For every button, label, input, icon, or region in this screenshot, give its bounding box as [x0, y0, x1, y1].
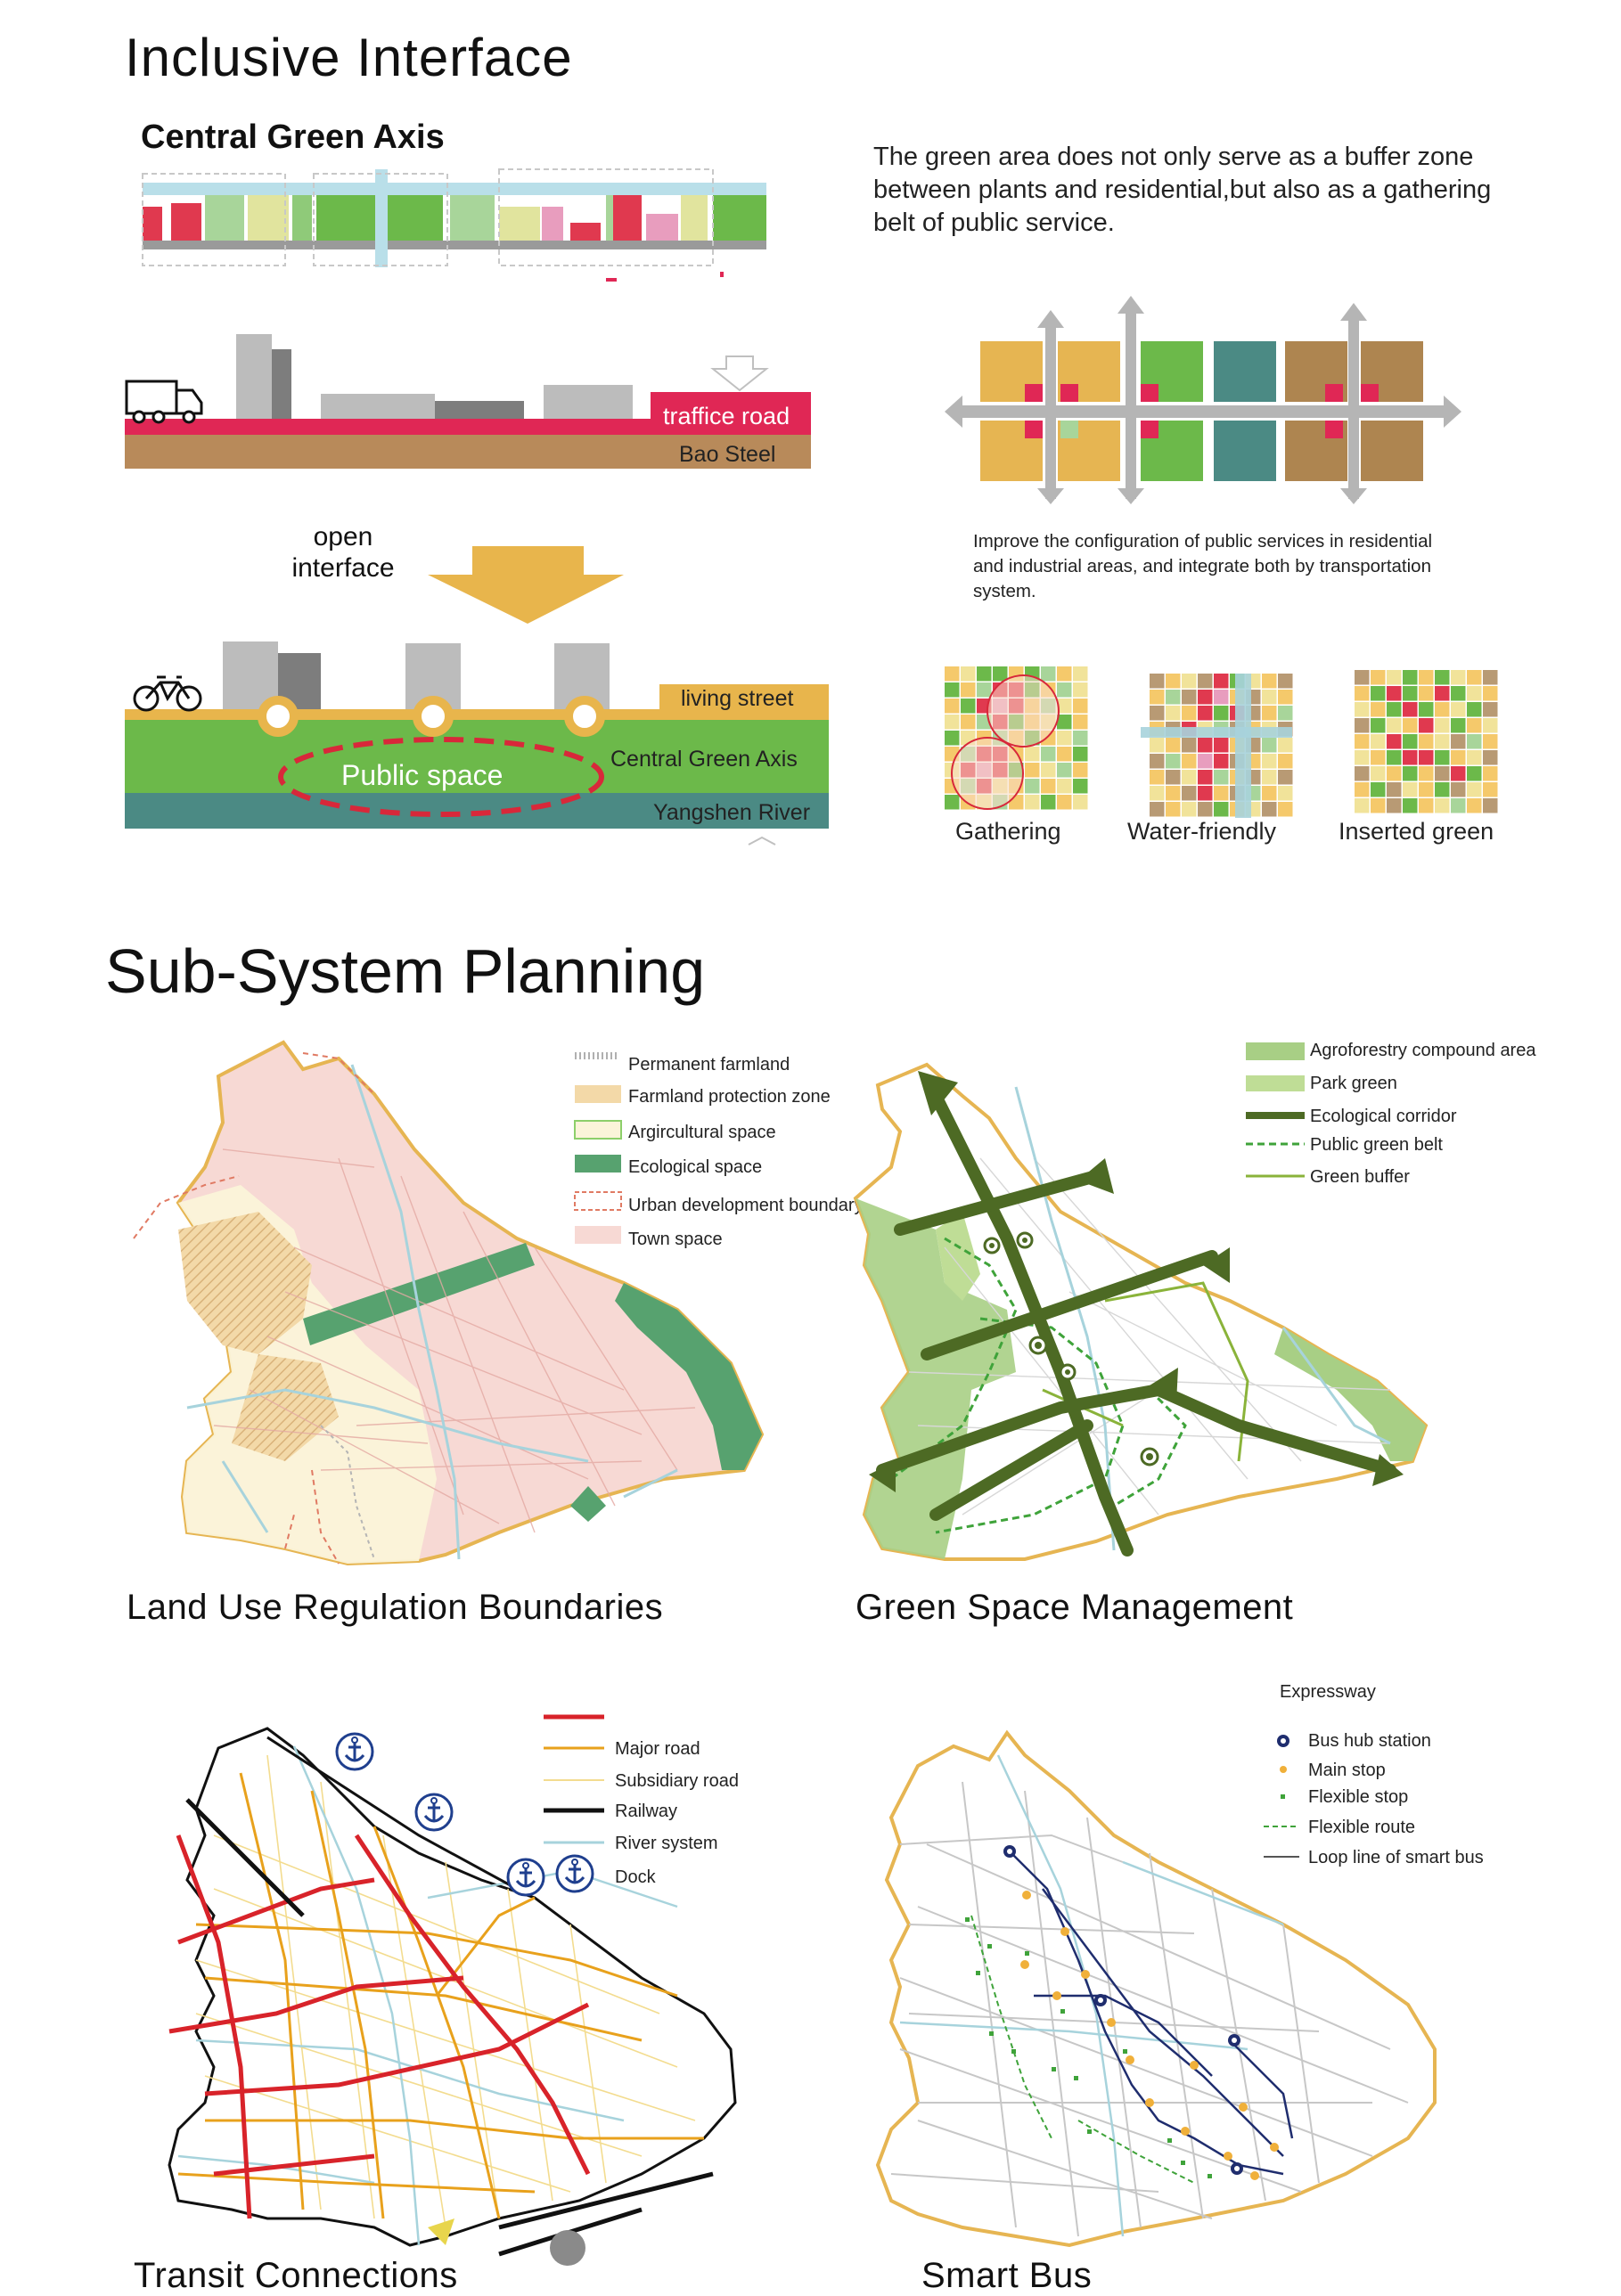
- legend-urban-boundary: Urban development boundary: [628, 1196, 864, 1215]
- legend-river-system: River system: [615, 1834, 718, 1853]
- subsystem-title: Sub-System Planning: [105, 936, 706, 1006]
- integration-grid: [945, 296, 1461, 504]
- legend-dock: Dock: [615, 1867, 656, 1887]
- legend-major-road: Major road: [615, 1739, 700, 1759]
- axis-description: The green area does not only serve as a …: [873, 143, 1492, 237]
- land-use-caption: Land Use Regulation Boundaries: [127, 1588, 664, 1627]
- anchor-icon: [555, 1854, 594, 1893]
- central-axis-title: Central Green Axis: [141, 118, 445, 156]
- legend-park-green: Park green: [1310, 1074, 1397, 1093]
- living-street-label: living street: [681, 686, 794, 711]
- yangshen-river-label: Yangshen River: [653, 800, 811, 825]
- legend-loop-line: Loop line of smart bus: [1308, 1848, 1484, 1867]
- legend-agroforestry: Agroforestry compound area: [1310, 1041, 1536, 1060]
- legend-railway: Railway: [615, 1802, 678, 1821]
- anchor-icon: [335, 1732, 374, 1771]
- truck-icon: [125, 380, 203, 424]
- page-title: Inclusive Interface: [125, 28, 573, 87]
- central-axis-strip: [142, 168, 766, 282]
- transit-caption: Transit Connections: [134, 2256, 458, 2295]
- integration-note: Improve the configuration of public serv…: [973, 531, 1433, 601]
- legend-agricultural-space: Argircultural space: [628, 1123, 776, 1142]
- legend-permanent-farmland: Permanent farmland: [628, 1055, 790, 1074]
- anchor-icon: [506, 1858, 545, 1897]
- bicycle-icon: [133, 675, 202, 712]
- legend-main-stop: Main stop: [1308, 1761, 1386, 1780]
- arrow-down-icon: [428, 546, 624, 624]
- open-interface-label: open interface: [291, 522, 395, 583]
- legend-expressway: Expressway: [1280, 1682, 1376, 1702]
- legend-subsidiary-road: Subsidiary road: [615, 1771, 739, 1791]
- central-green-axis-label: Central Green Axis: [610, 747, 798, 772]
- legend-bus-hub: Bus hub station: [1308, 1731, 1431, 1751]
- smart-bus-caption: Smart Bus: [921, 2256, 1093, 2295]
- pattern-label-inserted-green: Inserted green: [1339, 818, 1494, 845]
- traffic-road-label: traffice road: [663, 403, 790, 429]
- anchor-icon: [414, 1793, 454, 1832]
- legend-ecological-corridor: Ecological corridor: [1310, 1107, 1457, 1126]
- bao-steel-label: Bao Steel: [679, 442, 776, 467]
- pattern-label-gathering: Gathering: [955, 818, 1061, 845]
- pattern-grids: [945, 666, 1498, 818]
- legend-flexible-stop: Flexible stop: [1308, 1787, 1409, 1807]
- legend-ecological-space: Ecological space: [628, 1157, 763, 1177]
- legend-flexible-route: Flexible route: [1308, 1818, 1416, 1837]
- section-diagram: [125, 334, 829, 846]
- legend-town-space: Town space: [628, 1230, 723, 1249]
- legend-public-green-belt: Public green belt: [1310, 1135, 1443, 1155]
- pattern-label-water-friendly: Water-friendly: [1127, 818, 1277, 845]
- public-space-label: Public space: [341, 759, 503, 791]
- green-space-caption: Green Space Management: [856, 1588, 1294, 1627]
- legend-farmland-protection: Farmland protection zone: [628, 1087, 831, 1107]
- legend-green-buffer: Green buffer: [1310, 1167, 1410, 1187]
